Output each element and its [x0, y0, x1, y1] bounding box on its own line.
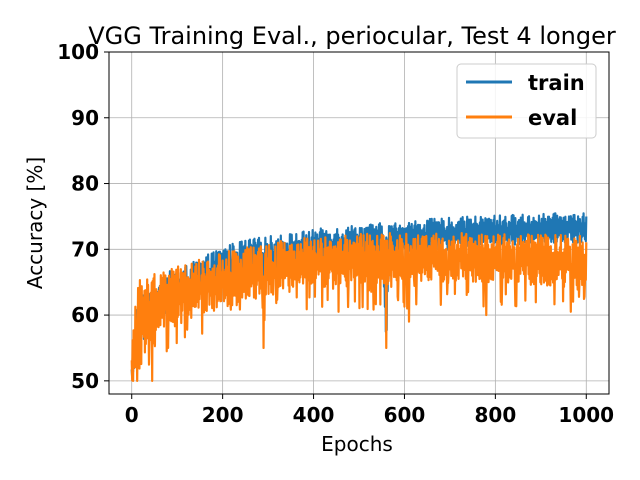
x-tick-label: 1000: [558, 403, 614, 427]
y-axis-label: Accuracy [%]: [23, 157, 47, 289]
x-tick-label: 800: [474, 403, 516, 427]
y-tick-label: 90: [71, 106, 99, 130]
y-tick-label: 60: [71, 303, 99, 327]
legend-label-eval: eval: [528, 106, 577, 130]
y-axis-ticks: 50 60 70 80 90 100: [57, 40, 109, 393]
x-tick-label: 600: [384, 403, 426, 427]
chart-title: VGG Training Eval., periocular, Test 4 l…: [88, 22, 616, 50]
y-tick-label: 80: [71, 172, 99, 196]
plot-frame: [108, 51, 610, 395]
legend: train eval: [456, 63, 597, 139]
x-axis-label: Epochs: [321, 432, 393, 456]
series-line-eval: [130, 231, 588, 382]
y-tick-label: 50: [71, 369, 99, 393]
x-tick-label: 0: [125, 403, 139, 427]
series-layer: [130, 212, 588, 382]
y-tick-label: 100: [57, 40, 99, 64]
x-axis-ticks: 0 200 400 600 800 1000: [125, 394, 614, 427]
legend-label-train: train: [528, 71, 585, 95]
x-tick-label: 200: [202, 403, 244, 427]
x-tick-label: 400: [293, 403, 335, 427]
y-tick-label: 70: [71, 237, 99, 261]
